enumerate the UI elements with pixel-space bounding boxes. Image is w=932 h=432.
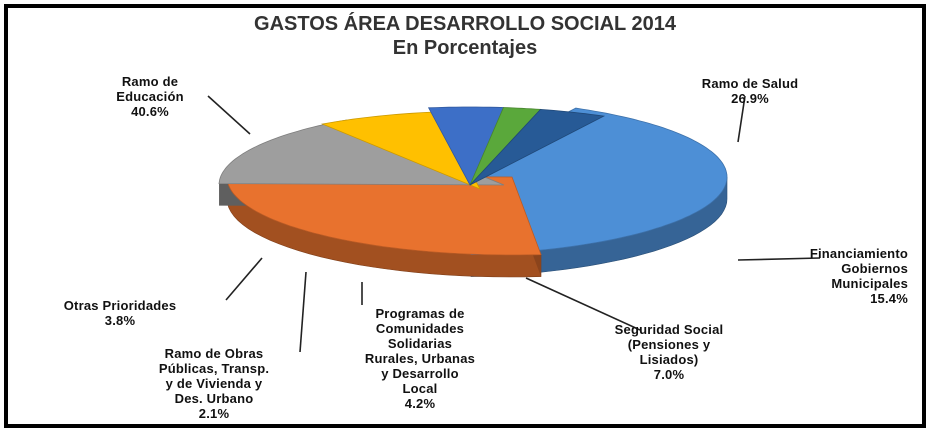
label-educacion: Ramo de Educación 40.6% [116,74,184,119]
pie-slice-4 [427,106,505,186]
leader-line-1 [737,95,746,143]
label-financiamiento: Financiamiento Gobiernos Municipales 15.… [809,246,908,306]
pie-slice-3 [320,111,481,190]
label-obras-publicas: Ramo de Obras Públicas, Transp. y de Viv… [158,346,270,421]
leader-lines [207,95,821,353]
chart-title: GASTOS ÁREA DESARROLLO SOCIAL 2014 [254,13,676,35]
label-seguridad: Seguridad Social (Pensiones y Lisiados) … [614,322,724,382]
pie-slice-1 [226,175,542,256]
leader-line-6 [225,257,263,301]
leader-line-0 [207,95,251,135]
pie-slice-6 [469,108,606,186]
pie-tops [218,106,728,256]
label-otras-prioridades: Otras Prioridades 3.8% [63,298,177,328]
leader-line-5 [299,271,307,353]
chart-subtitle: En Porcentajes [392,37,538,59]
leader-line-3 [525,277,641,331]
label-programas: Programas de Comunidades Solidarias Rura… [364,306,476,411]
chart-title-block: GASTOS ÁREA DESARROLLO SOCIAL 2014 En Po… [8,12,922,60]
label-salud: Ramo de Salud 26.9% [701,76,799,106]
leader-line-2 [737,257,821,261]
